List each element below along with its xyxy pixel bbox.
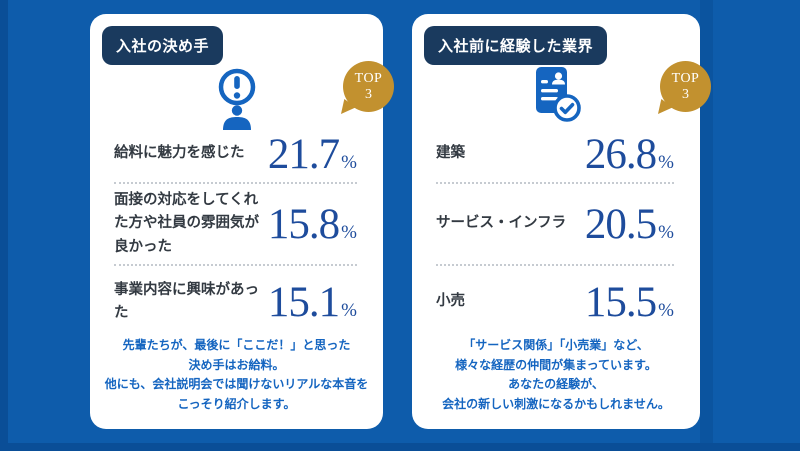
stat-value: 15.1 % (267, 278, 357, 326)
stat-label: 面接の対応をしてくれた方や社員の雰囲気が良かった (114, 192, 259, 255)
top3-label: TOP (671, 70, 700, 86)
resume-check-icon (412, 66, 700, 124)
top3-number: 3 (682, 86, 689, 102)
stat-row: サービス・インフラ 20.5 % (436, 182, 674, 266)
background-left-edge (0, 0, 8, 451)
card-title-badge: 入社の決め手 (102, 26, 224, 65)
stat-row: 面接の対応をしてくれた方や社員の雰囲気が良かった 15.8 % (114, 182, 357, 266)
top3-label: TOP (354, 70, 383, 86)
note-line: 決め手はお給料。 (188, 357, 285, 372)
stat-value: 26.8 % (584, 130, 674, 178)
stat-label: 給料に魅力を感じた (114, 145, 245, 162)
background-bottom-edge (0, 443, 800, 451)
top3-badge: TOP 3 (343, 61, 394, 112)
note-line: あなたの経験が、 (508, 377, 604, 391)
stat-value: 15.5 % (584, 278, 674, 326)
stat-label: サービス・インフラ (436, 215, 567, 232)
note-line: 先輩たちが、最後に「ここだ！」と思った (122, 338, 351, 352)
card-joining-decision: 入社の決め手 TOP 3 給料に魅力を感じた 21.7 % (90, 14, 394, 429)
top3-badge: TOP 3 (660, 61, 711, 112)
top3-number: 3 (365, 86, 372, 102)
note-text: 先輩たちが、最後に「ここだ！」と思った 決め手はお給料。 他にも、会社説明会では… (100, 336, 373, 414)
card-title-badge: 入社前に経験した業界 (424, 26, 608, 65)
stat-value: 20.5 % (584, 200, 674, 248)
stat-value: 15.8 % (267, 200, 357, 248)
stat-row: 小売 15.5 % (436, 266, 674, 338)
stat-row: 給料に魅力を感じた 21.7 % (114, 126, 357, 182)
stat-label: 小売 (436, 293, 465, 310)
note-line: こっそり紹介します。 (177, 396, 296, 411)
note-line: 他にも、会社説明会では聞けないリアルな本音を (104, 377, 369, 391)
note-line: 会社の新しい刺激になるかもしれません。 (442, 396, 670, 411)
note-line: 様々な経歴の仲間が集まっています。 (455, 357, 657, 372)
stat-row: 事業内容に興味があった 15.1 % (114, 266, 357, 338)
stat-row: 建築 26.8 % (436, 126, 674, 182)
stat-label: 事業内容に興味があった (114, 281, 259, 321)
stats-list: 建築 26.8 % サービス・インフラ 20.5 % 小売 15.5 % (436, 126, 674, 338)
person-idea-icon (90, 66, 383, 134)
stat-value: 21.7 % (267, 130, 357, 178)
background-right-band (700, 0, 713, 451)
stat-label: 建築 (436, 145, 465, 162)
note-line: 「サービス関係」「小売業」など、 (463, 338, 649, 352)
card-prior-industries: 入社前に経験した業界 TOP 3 建築 26.8 % (412, 14, 711, 429)
stats-list: 給料に魅力を感じた 21.7 % 面接の対応をしてくれた方や社員の雰囲気が良かっ… (114, 126, 357, 338)
note-text: 「サービス関係」「小売業」など、 様々な経歴の仲間が集まっています。 あなたの経… (422, 336, 690, 414)
